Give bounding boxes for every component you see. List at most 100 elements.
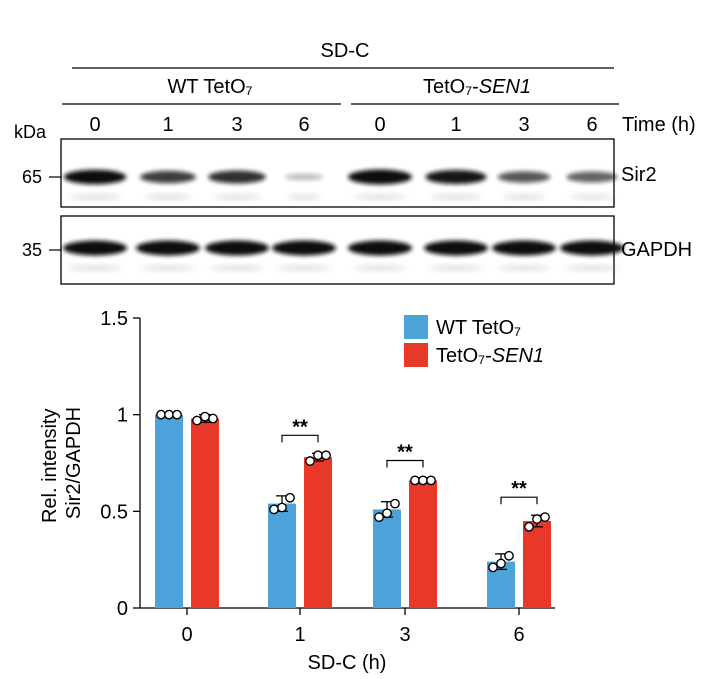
data-point	[374, 512, 384, 523]
blot-smear	[497, 265, 551, 271]
legend: WT TetO₇ TetO₇-SEN1	[404, 315, 544, 367]
blot-smear	[565, 265, 619, 271]
blot-band	[566, 171, 618, 183]
protein-label-gapdh: GAPDH	[621, 239, 692, 261]
significance-bracket	[281, 434, 319, 443]
data-point	[532, 514, 542, 524]
significance-bracket	[386, 459, 424, 468]
x-tick-label: 6	[513, 624, 524, 646]
group-label-sen1-prefix: TetO₇-	[423, 76, 479, 98]
blot-band	[348, 169, 412, 185]
data-point	[164, 409, 174, 420]
lane-label: 6	[298, 114, 309, 136]
blot-band	[497, 171, 551, 183]
blot-band	[63, 169, 127, 185]
blot-header: SD-C WT TetO₇ TetO₇-SEN1 kDa 0 1 3 6 0 1 3 6 Ti…	[14, 40, 696, 142]
blot-band	[272, 240, 336, 256]
y-tick-label: 0.5	[100, 501, 128, 523]
lane-label: 3	[231, 114, 242, 136]
legend-label-sen1: TetO₇-SEN1	[436, 345, 544, 367]
data-point	[426, 475, 436, 486]
blot-band	[284, 173, 324, 181]
data-point	[269, 504, 279, 515]
blot-band	[136, 240, 200, 256]
data-point	[390, 498, 400, 509]
blot-band	[140, 170, 196, 184]
blot-band	[492, 240, 556, 256]
bar	[373, 509, 401, 608]
blot-smear	[570, 194, 614, 200]
legend-label-sen1-prefix: TetO₇-	[436, 345, 492, 367]
data-point	[488, 562, 498, 573]
bars	[155, 409, 551, 608]
blot-smear	[68, 194, 122, 200]
bar	[409, 480, 437, 608]
significance-annotations: ** ** **	[281, 416, 538, 505]
blot-panel-sir2: 65 Sir2	[22, 138, 657, 208]
lane-label: 0	[89, 114, 100, 136]
lane-label: 1	[450, 114, 461, 136]
blot-smear	[502, 194, 546, 200]
group-label-sen1-gene: SEN1	[479, 76, 531, 98]
group-label-wt: WT TetO₇	[167, 76, 252, 98]
y-tick-label: 1	[117, 405, 128, 427]
significance-mark: **	[292, 416, 308, 438]
x-axis-ticks: 0 1 3 6	[181, 608, 525, 646]
lane-label: 6	[586, 114, 597, 136]
y-axis-label-line1: Rel. intensity	[39, 409, 61, 524]
y-axis-label-line2: Sir2/GAPDH	[63, 407, 85, 519]
data-point	[540, 512, 550, 523]
y-axis-label: Rel. intensity Sir2/GAPDH	[39, 403, 85, 523]
blot-smear	[210, 265, 264, 271]
data-point	[285, 492, 295, 503]
blot-panel-gapdh: 35 GAPDH	[22, 215, 692, 285]
data-point	[313, 450, 323, 461]
significance-bracket	[500, 496, 538, 505]
significance-mark: **	[511, 478, 527, 500]
lane-label: 3	[518, 114, 529, 136]
bar	[268, 503, 296, 608]
x-tick-label: 3	[399, 624, 410, 646]
blot-band	[63, 240, 127, 256]
data-point	[321, 450, 331, 461]
bar	[155, 414, 183, 608]
significance-mark: **	[397, 441, 413, 463]
y-axis-ticks: 0 0.5 1 1.5	[100, 308, 140, 620]
data-point	[208, 413, 218, 424]
blot-smear	[68, 265, 122, 271]
data-point	[200, 411, 210, 422]
data-point	[504, 550, 514, 561]
lane-label: 1	[162, 114, 173, 136]
blot-smear	[429, 265, 483, 271]
y-tick-label: 1.5	[100, 308, 128, 330]
data-point	[277, 502, 287, 513]
bar	[523, 521, 551, 608]
bar-chart: 0 0.5 1 1.5 0 1 3 6 ** ** ** SD-C (h) Rel. inten…	[39, 308, 555, 674]
condition-label: SD-C	[321, 40, 370, 62]
blot-smear	[287, 194, 321, 200]
data-point	[172, 409, 182, 420]
blot-smear	[141, 265, 195, 271]
lane-label: 0	[374, 114, 385, 136]
sir2-bands	[63, 169, 618, 200]
legend-swatch-sen1	[404, 343, 428, 367]
kda-label: kDa	[14, 122, 47, 142]
x-tick-label: 0	[181, 624, 192, 646]
lane-labels: 0 1 3 6 0 1 3 6	[89, 114, 597, 136]
blot-smear	[144, 194, 192, 200]
marker-65: 65	[22, 167, 42, 187]
data-point	[192, 415, 202, 426]
blot-band	[205, 240, 269, 256]
blot-smear	[430, 194, 482, 200]
bar	[304, 457, 332, 608]
protein-label-sir2: Sir2	[621, 164, 657, 186]
gapdh-bands	[63, 240, 624, 271]
bar	[191, 418, 219, 608]
time-label: Time (h)	[622, 114, 696, 136]
blot-band	[424, 240, 488, 256]
data-point	[410, 475, 420, 486]
blot-smear	[353, 194, 407, 200]
y-tick-label: 0	[117, 598, 128, 620]
blot-band	[348, 240, 412, 256]
